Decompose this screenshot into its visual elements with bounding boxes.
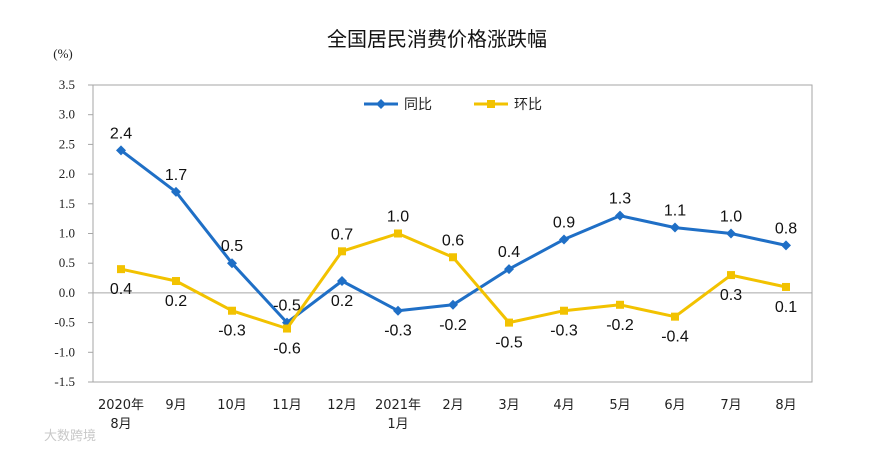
series-marker-1 xyxy=(726,228,736,239)
data-label-2: 1.0 xyxy=(387,209,409,226)
series-marker-1 xyxy=(227,258,237,269)
x-tick-label: 4月 xyxy=(553,398,574,413)
data-label-2: 0.1 xyxy=(775,299,797,316)
y-tick-label: 3.0 xyxy=(59,107,75,122)
data-label-2: 0.4 xyxy=(110,281,132,298)
data-label-1: 0.9 xyxy=(553,214,575,231)
series-marker-1 xyxy=(559,234,569,245)
data-label-2: 0.6 xyxy=(442,232,464,249)
series-marker-2 xyxy=(394,229,402,238)
series-marker-2 xyxy=(172,277,180,286)
x-tick-label: 7月 xyxy=(720,398,741,413)
y-axis: 3.5 3.0 2.5 2.0 1.5 1.0 0.5 0.0 -0.5 -1.0 -1.5 xyxy=(54,77,93,389)
series-marker-1 xyxy=(171,186,181,197)
series-marker-2 xyxy=(616,300,624,309)
data-label-1: -0.5 xyxy=(273,298,301,315)
data-label-2: -0.5 xyxy=(495,335,523,352)
y-tick-label: 2.5 xyxy=(59,136,75,151)
data-label-1: 0.8 xyxy=(775,220,797,237)
legend: 同比 环比 xyxy=(364,97,542,113)
y-tick-label: 0.0 xyxy=(59,285,75,300)
data-label-2: 0.2 xyxy=(165,293,187,310)
y-tick-label: 0.5 xyxy=(59,255,75,270)
series-marker-1 xyxy=(504,264,514,275)
x-tick-label: 8月 xyxy=(775,398,796,413)
series-marker-2 xyxy=(228,306,236,315)
y-tick-label: -1.0 xyxy=(54,344,75,359)
data-label-1: 0.5 xyxy=(221,238,243,255)
data-label-1: 0.4 xyxy=(498,244,520,261)
data-label-2: 0.7 xyxy=(331,226,353,243)
y-tick-label: 1.0 xyxy=(59,226,75,241)
series-marker-1 xyxy=(393,305,403,316)
data-label-1: 0.2 xyxy=(331,293,353,310)
series-layer xyxy=(116,145,791,333)
data-label-2: -0.4 xyxy=(661,329,689,346)
x-tick-label: 2020年 xyxy=(98,398,144,413)
series-marker-1 xyxy=(337,276,347,287)
series-marker-1 xyxy=(670,222,680,233)
legend-label-2: 环比 xyxy=(514,97,542,113)
x-tick-label: 9月 xyxy=(165,398,186,413)
legend-marker-2 xyxy=(487,100,495,108)
series-marker-2 xyxy=(117,265,125,274)
x-tick-label: 1月 xyxy=(387,417,408,432)
y-axis-unit: (%) xyxy=(53,46,73,61)
x-tick-label: 12月 xyxy=(327,398,357,413)
data-label-2: -0.3 xyxy=(550,323,578,340)
series-marker-1 xyxy=(781,240,791,251)
series-marker-2 xyxy=(727,271,735,280)
series-marker-2 xyxy=(782,282,790,291)
series-marker-1 xyxy=(615,210,625,221)
x-tick-label: 2021年 xyxy=(375,398,421,413)
data-label-2: -0.3 xyxy=(218,323,246,340)
x-tick-label: 5月 xyxy=(609,398,630,413)
data-label-1: 1.0 xyxy=(720,209,742,226)
x-tick-label: 3月 xyxy=(498,398,519,413)
data-label-1: -0.2 xyxy=(439,317,467,334)
x-tick-label: 2月 xyxy=(442,398,463,413)
data-label-2: 0.3 xyxy=(720,287,742,304)
series-marker-2 xyxy=(671,312,679,321)
y-tick-label: 1.5 xyxy=(59,196,75,211)
data-labels: 2.4 1.7 0.5 -0.5 0.2 -0.3 -0.2 0.4 0.9 1.3 1.1 1.0 0… xyxy=(110,125,797,357)
data-label-1: 2.4 xyxy=(110,125,132,142)
data-label-1: -0.3 xyxy=(384,323,412,340)
legend-label-1: 同比 xyxy=(404,97,432,113)
data-label-1: 1.1 xyxy=(664,203,686,220)
series-marker-1 xyxy=(448,299,458,310)
data-label-2: -0.6 xyxy=(273,341,301,358)
y-tick-label: 3.5 xyxy=(59,77,75,92)
x-tick-label: 6月 xyxy=(664,398,685,413)
series-marker-2 xyxy=(449,253,457,262)
series-marker-2 xyxy=(338,247,346,256)
watermark-text: 大数跨境 xyxy=(44,429,96,444)
x-tick-label: 11月 xyxy=(272,398,302,413)
data-label-2: -0.2 xyxy=(606,317,634,334)
series-marker-2 xyxy=(560,306,568,315)
series-marker-2 xyxy=(505,318,513,327)
y-tick-label: 2.0 xyxy=(59,166,75,181)
legend-marker-1 xyxy=(376,99,386,109)
chart-title: 全国居民消费价格涨跌幅 xyxy=(327,27,547,51)
series-marker-2 xyxy=(283,324,291,333)
data-label-1: 1.3 xyxy=(609,191,631,208)
series-marker-1 xyxy=(116,145,126,156)
data-label-1: 1.7 xyxy=(165,167,187,184)
y-tick-label: -0.5 xyxy=(54,315,75,330)
x-tick-label: 10月 xyxy=(217,398,247,413)
x-axis: 2020年 8月 9月 10月 11月 12月 2021年 1月 2月 3月 4月 5月 6月 7月 8月 xyxy=(98,398,797,432)
x-tick-label: 8月 xyxy=(110,417,131,432)
y-tick-label: -1.5 xyxy=(54,374,75,389)
